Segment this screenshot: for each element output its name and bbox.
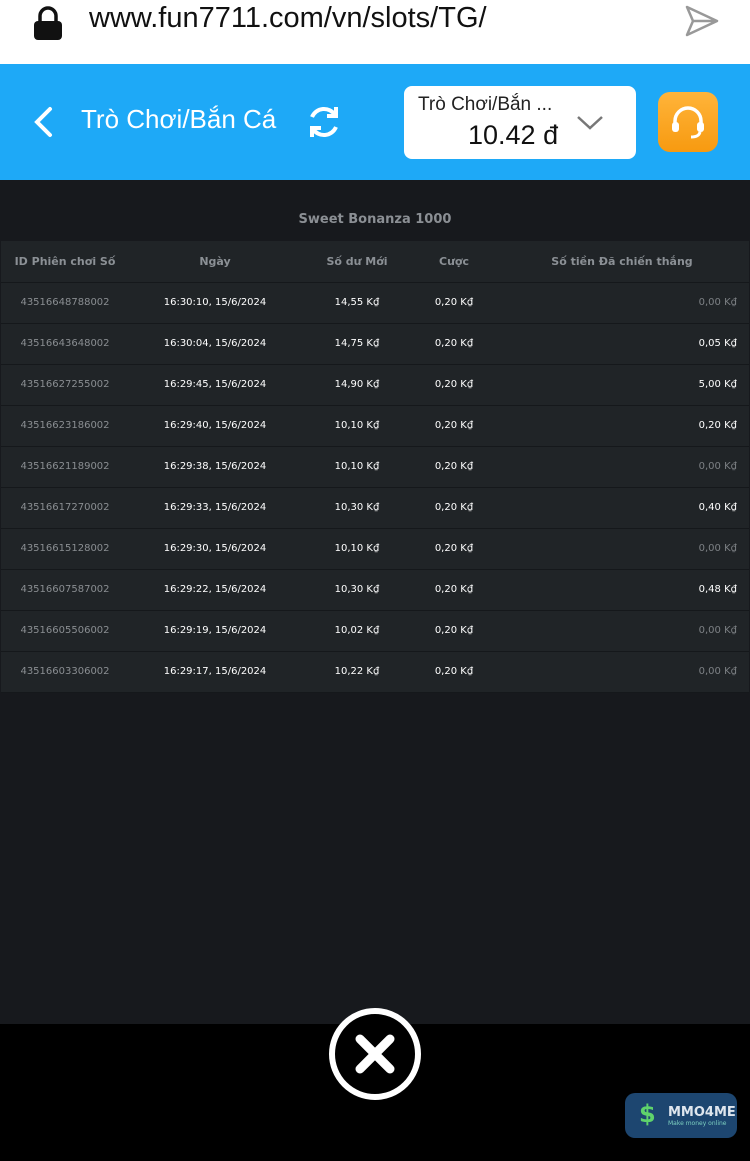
column-header: ID Phiên chơi Số — [1, 241, 129, 283]
session-id: 43516648788002 — [1, 282, 129, 324]
date: 16:30:10, 15/6/2024 — [129, 282, 301, 324]
date: 16:29:22, 15/6/2024 — [129, 569, 301, 611]
bet: 0,20 K₫ — [413, 323, 495, 365]
session-id: 43516643648002 — [1, 323, 129, 365]
win-amount: 0,00 K₫ — [495, 610, 749, 652]
url-text[interactable]: www.fun7711.com/vn/slots/TG/ — [89, 2, 487, 34]
session-id: 43516623186002 — [1, 405, 129, 447]
win-amount: 0,40 K₫ — [495, 487, 749, 529]
session-id: 43516607587002 — [1, 569, 129, 611]
win-amount: 0,00 K₫ — [495, 528, 749, 570]
date: 16:29:30, 15/6/2024 — [129, 528, 301, 570]
bet: 0,20 K₫ — [413, 405, 495, 447]
table-row[interactable]: 43516607587002 16:29:22, 15/6/2024 10,30 K… — [1, 569, 749, 611]
headset-icon — [672, 106, 704, 139]
bet: 0,20 K₫ — [413, 446, 495, 488]
wallet-select[interactable]: Trò Chơi/Bắn ... 10.42 đ — [404, 86, 636, 159]
share-icon[interactable] — [684, 4, 720, 38]
win-amount: 0,00 K₫ — [495, 651, 749, 693]
win-amount: 0,20 K₫ — [495, 405, 749, 447]
table-row[interactable]: 43516621189002 16:29:38, 15/6/2024 10,10 K… — [1, 446, 749, 488]
win-amount: 5,00 K₫ — [495, 364, 749, 406]
session-id: 43516603306002 — [1, 651, 129, 693]
bet: 0,20 K₫ — [413, 651, 495, 693]
column-header: Ngày — [129, 241, 301, 283]
new-balance: 14,55 K₫ — [301, 282, 413, 324]
win-amount: 0,48 K₫ — [495, 569, 749, 611]
refresh-icon[interactable] — [306, 104, 342, 140]
table-row[interactable]: 43516623186002 16:29:40, 15/6/2024 10,10 K… — [1, 405, 749, 447]
date: 16:29:17, 15/6/2024 — [129, 651, 301, 693]
session-id: 43516621189002 — [1, 446, 129, 488]
lock-icon — [34, 6, 62, 40]
new-balance: 10,30 K₫ — [301, 487, 413, 529]
close-icon — [355, 1034, 395, 1074]
date: 16:29:40, 15/6/2024 — [129, 405, 301, 447]
table-row[interactable]: 43516617270002 16:29:33, 15/6/2024 10,30 K… — [1, 487, 749, 529]
new-balance: 10,30 K₫ — [301, 569, 413, 611]
chevron-down-icon — [577, 116, 603, 130]
date: 16:29:38, 15/6/2024 — [129, 446, 301, 488]
watermark-tagline: Make money online — [668, 1120, 727, 1127]
bet: 0,20 K₫ — [413, 610, 495, 652]
date: 16:30:04, 15/6/2024 — [129, 323, 301, 365]
new-balance: 10,02 K₫ — [301, 610, 413, 652]
new-balance: 14,75 K₫ — [301, 323, 413, 365]
bet: 0,20 K₫ — [413, 487, 495, 529]
bet-history-table: ID Phiên chơi Số Ngày Số dư Mới Cược Số tiền… — [1, 241, 749, 693]
session-id: 43516615128002 — [1, 528, 129, 570]
game-title: Sweet Bonanza 1000 — [298, 212, 452, 227]
win-amount: 0,05 K₫ — [495, 323, 749, 365]
table-row[interactable]: 43516648788002 16:30:10, 15/6/2024 14,55 K… — [1, 282, 749, 324]
table-row[interactable]: 43516627255002 16:29:45, 15/6/2024 14,90 K… — [1, 364, 749, 406]
bet: 0,20 K₫ — [413, 282, 495, 324]
dollar-icon: $ — [639, 1100, 656, 1128]
watermark-text: MMO4ME — [668, 1105, 736, 1120]
close-button[interactable] — [329, 1008, 421, 1100]
watermark-logo: $ MMO4ME Make money online — [625, 1093, 737, 1138]
bet-history-panel: Sweet Bonanza 1000 ID Phiên chơi Số Ngày S… — [0, 180, 750, 1024]
table-row[interactable]: 43516643648002 16:30:04, 15/6/2024 14,75 K… — [1, 323, 749, 365]
new-balance: 14,90 K₫ — [301, 364, 413, 406]
back-arrow-icon[interactable] — [32, 106, 54, 138]
bet: 0,20 K₫ — [413, 569, 495, 611]
date: 16:29:19, 15/6/2024 — [129, 610, 301, 652]
column-header: Số tiền Đã chiến thắng — [495, 241, 749, 283]
bet: 0,20 K₫ — [413, 364, 495, 406]
browser-url-bar[interactable]: www.fun7711.com/vn/slots/TG/ — [0, 0, 750, 64]
wallet-balance: 10.42 đ — [468, 120, 559, 150]
session-id: 43516605506002 — [1, 610, 129, 652]
page-title: Trò Chơi/Bắn Cá — [81, 104, 277, 134]
app-header: Trò Chơi/Bắn Cá Trò Chơi/Bắn ... 10.42 đ — [0, 64, 750, 180]
column-header: Số dư Mới — [301, 241, 413, 283]
session-id: 43516617270002 — [1, 487, 129, 529]
win-amount: 0,00 K₫ — [495, 446, 749, 488]
column-header: Cược — [413, 241, 495, 283]
new-balance: 10,22 K₫ — [301, 651, 413, 693]
table-row[interactable]: 43516603306002 16:29:17, 15/6/2024 10,22 K… — [1, 651, 749, 693]
table-row[interactable]: 43516605506002 16:29:19, 15/6/2024 10,02 K… — [1, 610, 749, 652]
wallet-select-label: Trò Chơi/Bắn ... — [418, 94, 553, 115]
date: 16:29:33, 15/6/2024 — [129, 487, 301, 529]
session-id: 43516627255002 — [1, 364, 129, 406]
new-balance: 10,10 K₫ — [301, 405, 413, 447]
date: 16:29:45, 15/6/2024 — [129, 364, 301, 406]
win-amount: 0,00 K₫ — [495, 282, 749, 324]
bet: 0,20 K₫ — [413, 528, 495, 570]
new-balance: 10,10 K₫ — [301, 446, 413, 488]
table-row[interactable]: 43516615128002 16:29:30, 15/6/2024 10,10 K… — [1, 528, 749, 570]
new-balance: 10,10 K₫ — [301, 528, 413, 570]
support-button[interactable] — [658, 92, 718, 152]
